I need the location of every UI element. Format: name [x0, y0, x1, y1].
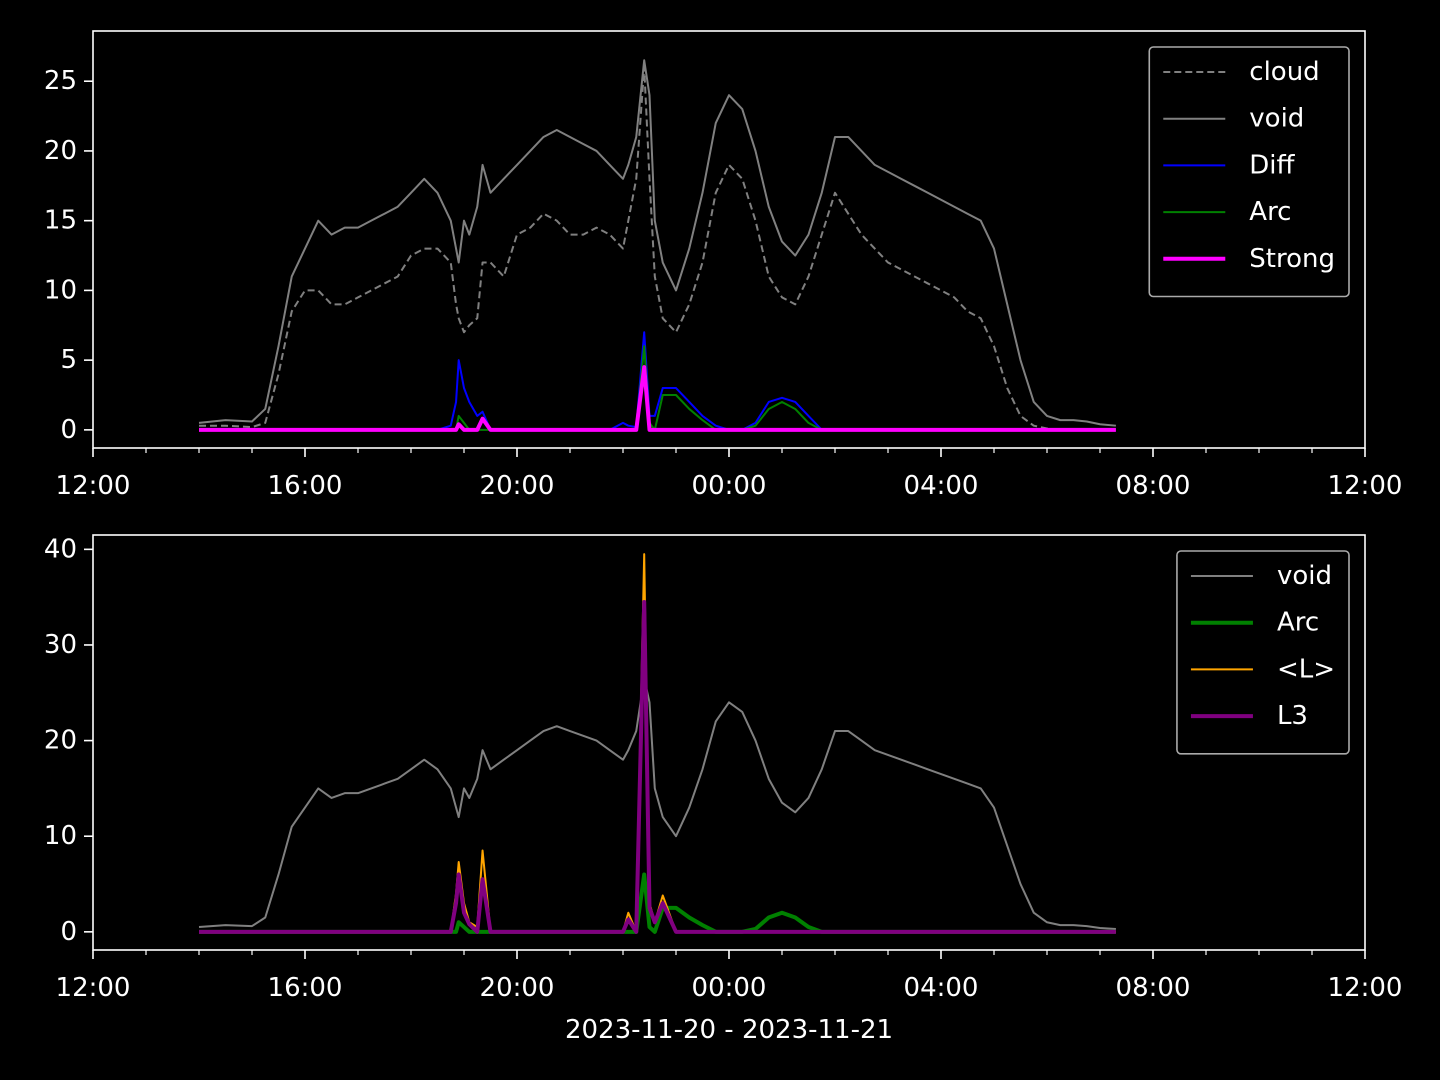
- x-tick-label: 12:00: [1328, 471, 1403, 501]
- y-tick-label: 15: [44, 206, 77, 236]
- axes: 0 5 10 15 20 25 12:00 16:00 20:00 00:00 04:00 08:00…: [44, 30, 1403, 501]
- legend-label: Arc: [1249, 197, 1291, 227]
- y-tick-label: 0: [60, 917, 77, 947]
- legend-frame: [1148, 46, 1350, 298]
- x-tick-label: 20:00: [480, 471, 555, 501]
- y-tick-label: 30: [44, 630, 77, 660]
- x-tick-label: 04:00: [904, 973, 979, 1003]
- y-tick-label: 20: [44, 136, 77, 166]
- x-tick-label: 08:00: [1116, 973, 1191, 1003]
- y-tick-label: 20: [44, 726, 77, 756]
- x-tick-label: 04:00: [904, 471, 979, 501]
- y-tick-label: 25: [44, 66, 77, 96]
- series-line: [198, 59, 1116, 427]
- x-tick-label: 12:00: [56, 973, 131, 1003]
- y-tick-label: 10: [44, 821, 77, 851]
- legend-label: Diff: [1249, 150, 1295, 180]
- legend-frame: [1176, 550, 1350, 755]
- legend-label: cloud: [1249, 57, 1319, 87]
- x-tick-label: 16:00: [268, 973, 343, 1003]
- axes: 0 10 20 30 40 12:00 16:00 20:00 00:00 04:00 08:00 1…: [44, 534, 1403, 1045]
- legend-label: Arc: [1277, 608, 1319, 638]
- x-tick-label: 00:00: [692, 973, 767, 1003]
- y-tick-label: 10: [44, 275, 77, 305]
- x-tick-label: 12:00: [1328, 973, 1403, 1003]
- legend-label: Strong: [1249, 244, 1335, 274]
- legend: void Arc <L> L3: [1176, 550, 1350, 755]
- legend-label: void: [1249, 104, 1304, 134]
- legend-label: <L>: [1277, 654, 1335, 684]
- x-axis-label: 2023-11-20 - 2023-11-21: [565, 1015, 893, 1045]
- series-line: [199, 365, 1116, 432]
- y-tick-label: 5: [60, 345, 77, 375]
- y-tick-label: 40: [44, 534, 77, 564]
- legend-label: void: [1277, 561, 1332, 591]
- x-tick-label: 12:00: [56, 471, 131, 501]
- x-tick-label: 16:00: [268, 471, 343, 501]
- series-line: [199, 599, 1116, 934]
- legend: cloud void Diff Arc Strong: [1148, 46, 1350, 298]
- y-tick-label: 0: [60, 415, 77, 445]
- x-tick-label: 20:00: [480, 973, 555, 1003]
- x-tick-label: 08:00: [1116, 471, 1191, 501]
- x-tick-label: 00:00: [692, 471, 767, 501]
- legend-label: L3: [1277, 701, 1308, 731]
